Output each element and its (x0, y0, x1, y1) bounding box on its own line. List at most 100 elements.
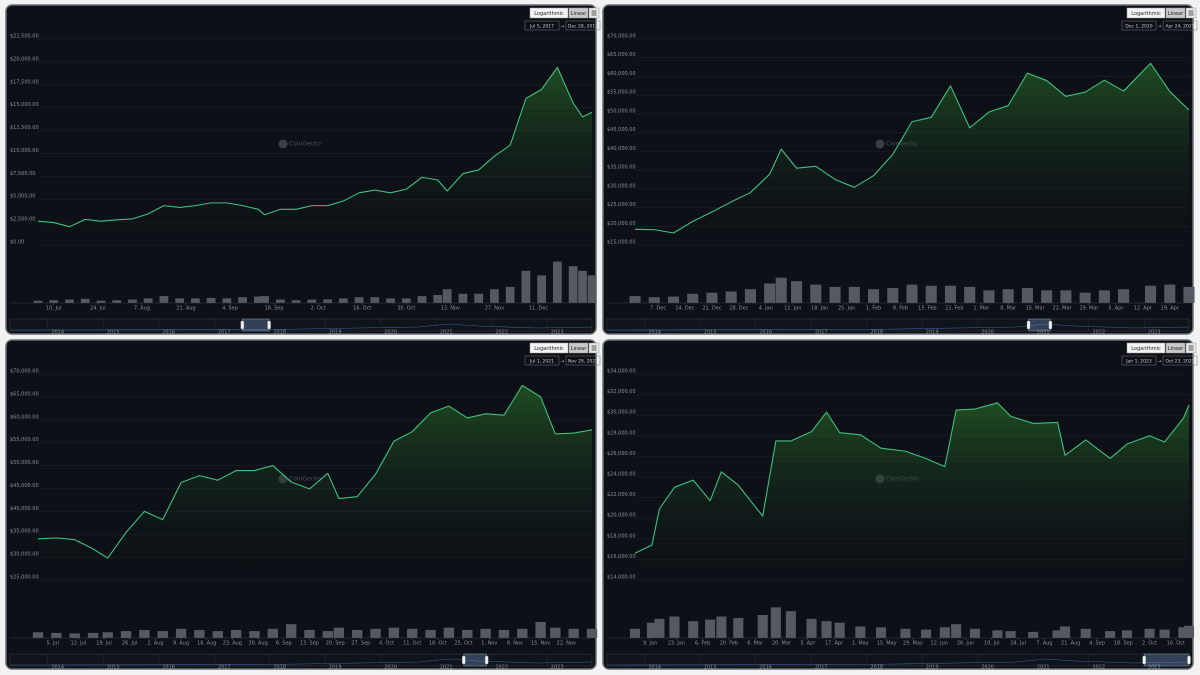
x-tick-label: 15. Feb (918, 306, 936, 312)
linear-button[interactable] (568, 7, 589, 19)
navigator-year-label: 2023 (551, 665, 564, 671)
navigator-year-label: 2023 (1148, 665, 1161, 671)
range-to-input[interactable] (565, 355, 601, 366)
volume-bar (498, 629, 510, 638)
navigator-year-label: 2023 (551, 330, 564, 336)
range-to-input[interactable] (1162, 355, 1198, 366)
linear-button[interactable] (1165, 342, 1186, 354)
x-tick-label: 7. Aug (1036, 641, 1052, 647)
x-tick-label: 2. Aug (147, 641, 163, 647)
x-tick-label: 20. Sep (326, 641, 345, 647)
log-button-label: Logarithmic (534, 11, 564, 17)
volume-bar (323, 299, 332, 303)
log-button[interactable] (1126, 7, 1166, 19)
navigator-year-label: 2020 (981, 665, 994, 671)
linear-button-label: Linear (1168, 346, 1184, 352)
linear-button[interactable] (568, 342, 589, 354)
volume-bar (887, 288, 899, 303)
navigator-year-label: 2014 (648, 665, 661, 671)
y-tick-label: $12,500.00 (10, 125, 39, 131)
volume-bar (1183, 286, 1195, 303)
x-tick-label: 2. Oct (1142, 641, 1157, 647)
navigator-window[interactable] (242, 318, 270, 332)
x-tick-label: 18. Oct (429, 641, 447, 647)
volume-bar (1118, 289, 1130, 303)
y-tick-label: $60,000.00 (10, 414, 39, 420)
volume-bar (386, 298, 395, 303)
volume-bar (775, 277, 787, 303)
volume-bar (806, 618, 817, 638)
x-tick-label: 27. Nov (485, 306, 504, 312)
volume-bar (667, 296, 680, 303)
linear-button[interactable] (1165, 7, 1186, 19)
navigator-handle[interactable] (267, 320, 271, 330)
volume-bar (120, 631, 132, 638)
y-tick-label: $55,000.00 (607, 90, 636, 96)
y-tick-label: $40,000.00 (10, 506, 39, 512)
x-tick-label: 6. Mar (747, 641, 764, 647)
x-tick-label: 11. Oct (403, 641, 421, 647)
range-arrow: → (561, 25, 565, 30)
chart-panel: Logarithmic Linear Jul 1, 2021 → Nov 29, 202… (5, 339, 601, 671)
volume-bar (212, 631, 223, 638)
volume-bar (855, 626, 866, 638)
volume-bar (810, 284, 822, 303)
x-tick-label: 4. Sep (222, 306, 238, 312)
navigator-handle[interactable] (240, 320, 245, 330)
navigator-window[interactable] (1143, 653, 1190, 667)
range-to-input[interactable] (1162, 20, 1198, 31)
log-button[interactable] (1126, 342, 1166, 354)
volume-bar (370, 628, 381, 638)
x-tick-label: 16. Oct (1167, 641, 1185, 647)
range-to-input[interactable] (565, 20, 601, 31)
y-tick-label: $35,000.00 (10, 529, 39, 535)
volume-bar (388, 627, 400, 638)
range-from-input[interactable] (524, 20, 560, 31)
volume-bar (992, 630, 1003, 638)
x-tick-label: 1. May (852, 641, 869, 647)
navigator-handle[interactable] (1187, 655, 1191, 665)
range-from-input[interactable] (1121, 20, 1157, 31)
watermark: CoinGecko (289, 476, 321, 483)
range-from-input[interactable] (1121, 355, 1157, 366)
log-button-label: Logarithmic (1131, 346, 1161, 352)
linear-button-label: Linear (1168, 11, 1184, 17)
navigator-year-label: 2019 (926, 330, 939, 336)
navigator-year-label: 2016 (162, 330, 175, 336)
x-tick-label: 6. Sep (276, 641, 292, 647)
volume-bar (578, 270, 587, 303)
x-tick-label: 27. Sep (351, 641, 370, 647)
x-tick-label: 28. Dec (729, 306, 748, 312)
y-tick-label: $5,000.00 (10, 194, 35, 200)
navigator-line (9, 658, 593, 666)
volume-bar (770, 607, 781, 638)
volume-bar (505, 286, 515, 303)
navigator-window[interactable] (1028, 318, 1051, 332)
volume-bar (629, 628, 641, 638)
volume-bar (51, 632, 62, 638)
navigator-handle[interactable] (462, 655, 466, 665)
volume-bar (706, 292, 718, 303)
navigator-window[interactable] (463, 653, 487, 667)
volume-bar (1121, 630, 1133, 638)
log-button[interactable] (529, 342, 569, 354)
x-tick-label: 7. Aug (134, 306, 150, 312)
price-area (38, 385, 592, 580)
navigator-line (606, 323, 1190, 331)
x-tick-label: 4. Jan (759, 306, 773, 312)
volume-bar (433, 294, 443, 303)
log-button[interactable] (529, 7, 569, 19)
volume-bar (568, 628, 579, 638)
y-tick-label: $28,000.00 (607, 430, 636, 436)
price-area (635, 402, 1189, 580)
navigator-handle[interactable] (1026, 320, 1031, 330)
volume-bar (80, 298, 90, 303)
navigator-handle[interactable] (1142, 655, 1146, 665)
navigator-handle[interactable] (484, 655, 489, 665)
navigator-handle[interactable] (1048, 320, 1053, 330)
range-from-input[interactable] (524, 355, 560, 366)
volume-bar (848, 286, 860, 303)
watermark-logo (875, 139, 885, 149)
x-tick-label: 11. Dec (529, 306, 548, 312)
volume-bar (1178, 627, 1189, 638)
